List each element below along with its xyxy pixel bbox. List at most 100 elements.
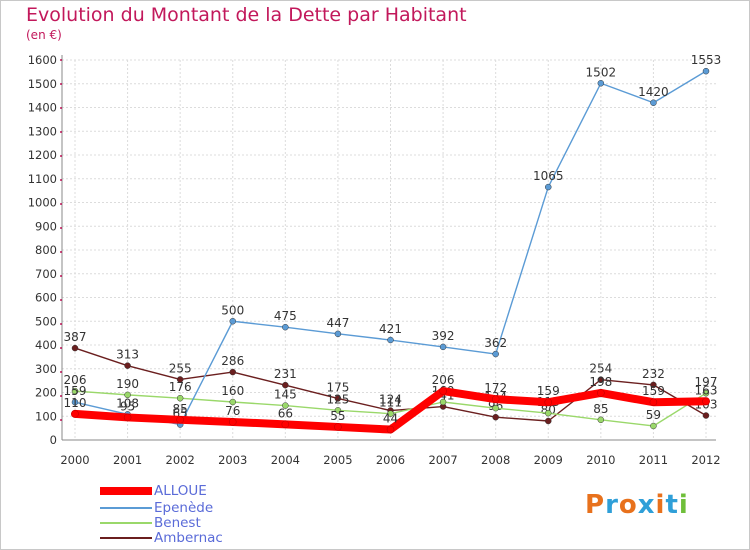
data-point [334, 395, 342, 402]
data-label: 66 [278, 406, 293, 420]
y-tick-label: 500 [35, 314, 57, 328]
data-label: 85 [593, 402, 608, 416]
data-label: 231 [274, 367, 297, 381]
data-point [334, 407, 342, 414]
logo-letter: i [655, 490, 666, 520]
data-label: 475 [274, 309, 297, 323]
axis-dot [60, 275, 62, 277]
x-tick-label: 2009 [534, 453, 563, 467]
data-point [124, 362, 131, 369]
data-point [71, 398, 79, 406]
x-tick-label: 2007 [428, 453, 457, 467]
data-label: 55 [330, 409, 345, 423]
data-label: 1065 [533, 169, 564, 183]
y-tick-label: 600 [35, 291, 57, 305]
data-label: 163 [695, 383, 718, 397]
data-point [334, 330, 342, 338]
axis-dot [60, 371, 62, 373]
legend-item-benest: Benest [100, 515, 201, 531]
data-label: 198 [589, 375, 612, 389]
data-point [702, 397, 710, 406]
x-tick-label: 2008 [481, 453, 510, 467]
data-point [439, 387, 447, 395]
data-label: 145 [274, 388, 297, 402]
data-point [229, 368, 236, 376]
data-point [282, 323, 289, 331]
data-label: 160 [221, 384, 244, 398]
data-point [492, 350, 499, 358]
data-point [545, 183, 552, 191]
axis-dot [60, 419, 62, 421]
data-point [281, 420, 290, 429]
legend-swatch-alloue [100, 486, 152, 495]
data-label: 190 [116, 377, 139, 391]
data-label: 392 [432, 329, 455, 343]
x-tick-label: 2010 [586, 453, 615, 467]
legend-swatch-epenede [100, 506, 152, 509]
x-tick-label: 2002 [166, 453, 195, 467]
data-point [229, 398, 236, 406]
axis-dot [60, 299, 62, 301]
y-tick-label: 800 [35, 243, 57, 257]
data-point [439, 398, 447, 406]
data-point [387, 336, 394, 344]
data-point [282, 402, 289, 409]
data-label: 44 [383, 412, 398, 426]
data-point [71, 410, 79, 418]
data-label: 59 [646, 408, 661, 422]
axis-dot [60, 131, 62, 133]
data-point [597, 376, 605, 383]
axis-dot [60, 251, 62, 253]
data-point [176, 416, 184, 424]
data-label: 197 [695, 375, 718, 389]
data-point [650, 381, 657, 389]
data-label: 172 [484, 381, 507, 395]
x-tick-label: 2012 [691, 453, 720, 467]
data-label: 1553 [691, 53, 722, 67]
chart-subtitle: (en €) [26, 28, 62, 42]
data-label: 255 [169, 361, 192, 375]
y-tick-label: 0 [50, 433, 57, 447]
data-label: 387 [64, 330, 87, 344]
logo-letter: P [585, 490, 606, 520]
x-tick-label: 2005 [323, 453, 352, 467]
data-point [176, 376, 184, 383]
data-point [492, 413, 499, 421]
data-point [71, 344, 79, 352]
data-point [124, 391, 131, 399]
legend-label-alloue: ALLOUE [154, 482, 207, 499]
data-point [649, 398, 658, 406]
legend-item-ambernac: Ambernac [100, 530, 223, 546]
axis-dot [60, 107, 62, 109]
data-point [545, 409, 552, 417]
x-tick-label: 2006 [376, 453, 405, 467]
y-tick-label: 1400 [28, 101, 57, 115]
data-label: 362 [484, 336, 507, 350]
y-tick-label: 900 [35, 219, 57, 233]
axis-dot [60, 227, 62, 229]
chart-title: Evolution du Montant de la Dette par Hab… [26, 4, 467, 26]
data-label: 232 [642, 367, 665, 381]
data-label: 111 [379, 396, 402, 410]
y-tick-label: 1600 [28, 53, 57, 67]
logo-letter: t [665, 490, 679, 520]
y-tick-label: 400 [35, 338, 57, 352]
y-tick-label: 1500 [28, 77, 57, 91]
logo-letter: o [618, 490, 638, 520]
x-tick-label: 2000 [60, 453, 89, 467]
y-tick-label: 200 [35, 386, 57, 400]
data-label: 124 [379, 393, 402, 407]
data-label: 254 [589, 362, 612, 376]
data-label: 125 [326, 392, 349, 406]
axis-dot [60, 155, 62, 157]
data-label: 206 [432, 373, 455, 387]
data-point [123, 413, 132, 422]
data-point [229, 318, 236, 325]
data-label: 159 [537, 384, 560, 398]
data-label: 500 [221, 303, 244, 317]
data-point [386, 425, 395, 434]
data-point [282, 381, 289, 389]
y-tick-label: 700 [35, 267, 57, 281]
data-point [650, 99, 657, 106]
